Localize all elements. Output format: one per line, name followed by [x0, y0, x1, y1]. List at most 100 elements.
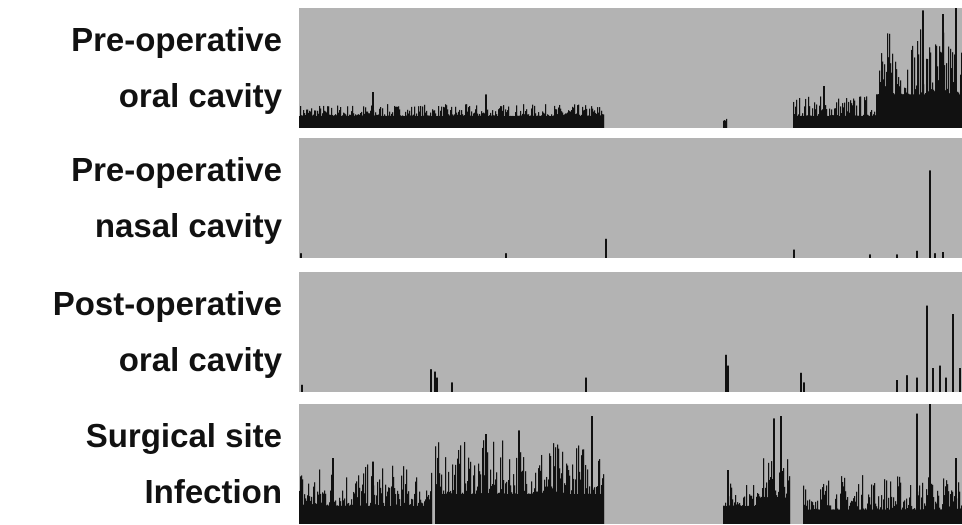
abundance-bar: [351, 111, 353, 128]
abundance-bar: [825, 490, 827, 524]
abundance-bar: [370, 502, 372, 524]
abundance-bar: [898, 486, 900, 524]
abundance-bar: [367, 464, 369, 524]
abundance-bar: [352, 504, 354, 524]
abundance-bar: [509, 459, 511, 524]
abundance-bar: [453, 115, 455, 128]
abundance-bar: [588, 493, 590, 524]
abundance-bar: [439, 473, 441, 524]
abundance-bar: [812, 108, 814, 128]
abundance-bar: [355, 483, 357, 524]
track-bars: [299, 8, 962, 128]
abundance-bar: [847, 497, 849, 524]
abundance-bar: [340, 501, 342, 524]
abundance-bar: [371, 476, 373, 524]
abundance-bar: [463, 115, 465, 128]
abundance-bar: [797, 115, 799, 128]
abundance-bar: [804, 106, 806, 128]
abundance-bar: [578, 445, 580, 524]
abundance-bar: [405, 484, 407, 524]
abundance-bar: [478, 115, 480, 128]
abundance-bar: [501, 489, 503, 524]
abundance-bar: [928, 91, 930, 128]
abundance-bar: [479, 471, 481, 524]
track-label-line: oral cavity: [118, 77, 282, 114]
abundance-bar: [396, 504, 398, 524]
abundance-bar: [427, 115, 429, 128]
abundance-bar: [800, 115, 802, 128]
abundance-bar: [427, 496, 429, 524]
abundance-bar: [368, 113, 370, 128]
abundance-bar: [347, 106, 349, 128]
abundance-bar: [538, 112, 540, 128]
abundance-bar: [883, 499, 885, 524]
abundance-bar: [783, 468, 785, 524]
abundance-bar: [815, 501, 817, 524]
abundance-bar: [816, 104, 818, 128]
abundance-bar: [904, 87, 906, 128]
abundance-bar: [362, 484, 364, 524]
abundance-peak: [916, 377, 918, 392]
abundance-bar: [896, 504, 898, 524]
abundance-bar: [438, 442, 440, 524]
abundance-bar: [510, 115, 512, 128]
abundance-bar: [318, 494, 320, 524]
abundance-bar: [490, 469, 492, 524]
abundance-bar: [868, 494, 870, 524]
abundance-bar: [807, 115, 809, 128]
abundance-bar: [777, 496, 779, 524]
abundance-bar: [779, 472, 781, 524]
track-label-line: Infection: [144, 473, 283, 510]
abundance-bar: [880, 81, 882, 128]
abundance-bar: [841, 476, 843, 524]
abundance-bar: [396, 106, 398, 128]
abundance-bar: [581, 455, 583, 524]
abundance-bar: [548, 115, 550, 128]
abundance-bar: [527, 494, 529, 524]
abundance-bar: [863, 114, 865, 128]
abundance-bar: [421, 115, 423, 128]
abundance-bar: [398, 493, 400, 524]
abundance-bar: [775, 490, 777, 524]
abundance-bar: [835, 108, 837, 128]
abundance-bar: [545, 486, 547, 524]
abundance-bar: [932, 484, 934, 524]
abundance-bar: [497, 493, 499, 524]
abundance-bar: [814, 102, 816, 128]
abundance-bar: [337, 105, 339, 128]
abundance-bar: [333, 115, 335, 128]
abundance-bar: [804, 504, 806, 524]
abundance-bar: [524, 490, 526, 524]
abundance-bar: [455, 464, 457, 524]
track-label-line: nasal cavity: [94, 207, 282, 244]
abundance-bar: [531, 108, 533, 128]
abundance-bar: [819, 509, 821, 524]
abundance-bar: [859, 509, 861, 524]
abundance-bar: [927, 495, 929, 524]
abundance-bar: [326, 505, 328, 524]
abundance-bar: [430, 112, 432, 128]
abundance-bar: [892, 53, 894, 128]
track-label: Pre-operative nasal cavity: [0, 142, 282, 254]
abundance-bar: [322, 492, 324, 524]
abundance-bar: [541, 115, 543, 128]
abundance-bar: [366, 111, 368, 128]
abundance-bar: [380, 106, 382, 128]
abundance-bar: [452, 464, 454, 524]
abundance-bar: [327, 504, 329, 524]
abundance-bar: [448, 471, 450, 524]
abundance-bar: [874, 111, 876, 128]
abundance-bar: [813, 115, 815, 128]
abundance-bar: [476, 105, 478, 128]
abundance-bar: [753, 485, 755, 524]
abundance-bar: [574, 104, 576, 128]
abundance-bar: [864, 97, 866, 128]
abundance-peak: [959, 368, 961, 392]
abundance-bar: [806, 115, 808, 128]
abundance-bar: [477, 486, 479, 524]
abundance-bar: [558, 107, 560, 128]
abundance-bar: [811, 115, 813, 128]
abundance-bar: [857, 506, 859, 524]
abundance-bar: [744, 496, 746, 524]
abundance-bar: [793, 101, 795, 128]
